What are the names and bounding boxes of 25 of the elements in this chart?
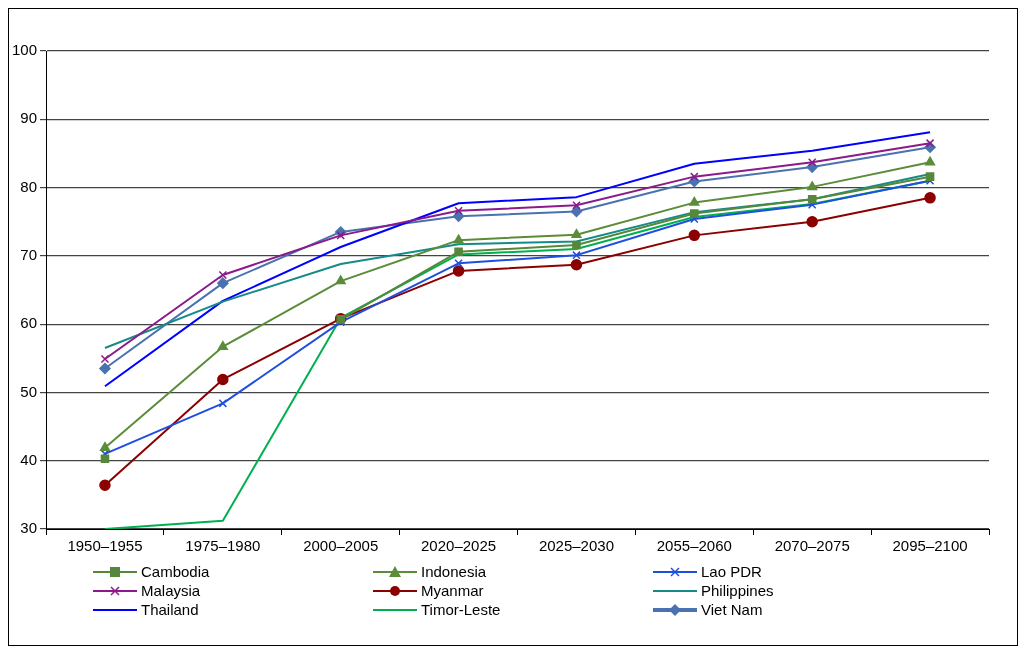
y-tick-label: 40 xyxy=(20,450,38,468)
x-tick-label: 2070–2075 xyxy=(774,537,850,555)
legend-label: Cambodia xyxy=(141,563,210,580)
legend-label: Malaysia xyxy=(141,582,201,599)
legend-label: Philippines xyxy=(701,582,774,599)
legend-label: Thailand xyxy=(141,601,199,618)
x-tick-label: 1950–1955 xyxy=(67,537,143,555)
x-tick-label: 2000–2005 xyxy=(303,537,379,555)
legend-label: Timor-Leste xyxy=(421,601,501,618)
legend-label: Lao PDR xyxy=(701,563,762,580)
y-tick-label: 100 xyxy=(12,41,38,59)
x-tick-label: 2095–2100 xyxy=(892,537,968,555)
y-tick-label: 60 xyxy=(20,314,38,332)
x-tick-label: 2055–2060 xyxy=(656,537,732,555)
y-tick-label: 80 xyxy=(20,177,38,195)
x-tick-label: 2020–2025 xyxy=(421,537,497,555)
y-tick-label: 30 xyxy=(20,519,38,537)
y-tick-label: 70 xyxy=(20,246,38,263)
y-tick-label: 50 xyxy=(20,382,38,400)
y-tick-label: 90 xyxy=(20,109,38,127)
legend-label: Viet Nam xyxy=(701,601,763,618)
x-tick-label: 1975–1980 xyxy=(185,537,261,555)
legend-label: Indonesia xyxy=(421,563,487,580)
legend-label: Myanmar xyxy=(421,582,484,599)
x-tick-label: 2025–2030 xyxy=(538,537,614,555)
